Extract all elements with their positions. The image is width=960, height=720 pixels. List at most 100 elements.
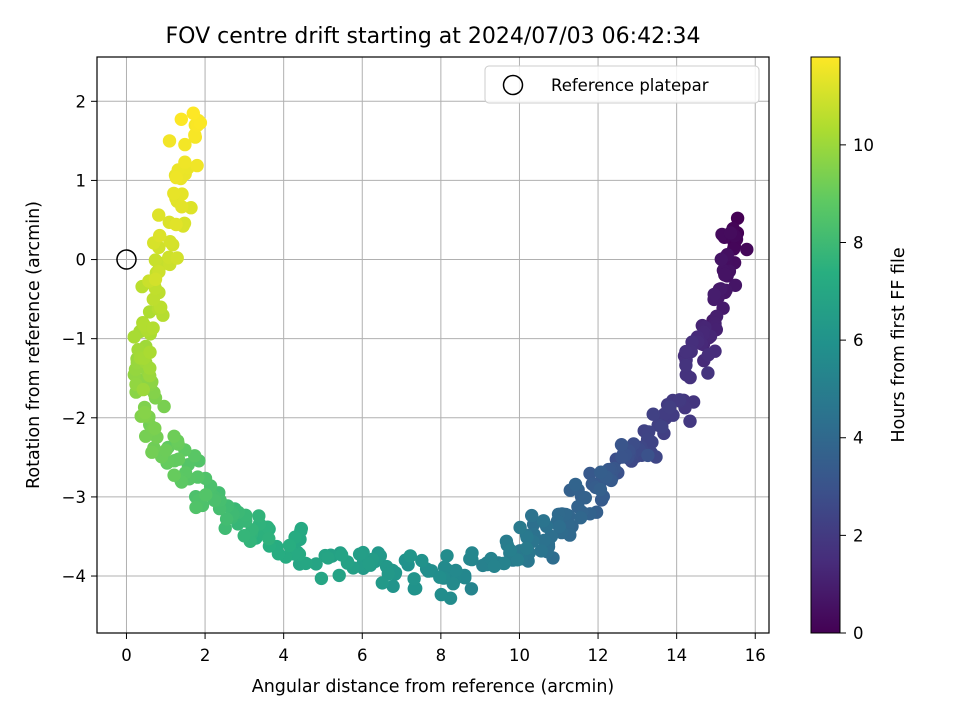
reference-platepar-marker — [116, 249, 137, 270]
y-tick-label: −4 — [62, 567, 86, 586]
scatter-point — [334, 548, 349, 562]
scatter-point — [519, 541, 534, 556]
scatter-point — [332, 568, 346, 583]
scatter-point — [679, 358, 693, 373]
scatter-point — [730, 211, 745, 225]
colorbar-tick-label: 4 — [853, 429, 864, 448]
colorbar-tick-label: 6 — [853, 331, 864, 350]
scatter-point — [178, 137, 192, 152]
scatter-point — [145, 445, 159, 459]
colorbar-tick-label: 10 — [853, 136, 874, 155]
scatter-point — [314, 571, 329, 586]
scatter-point — [679, 344, 693, 359]
scatter-point — [199, 488, 213, 502]
x-axis-label: Angular distance from reference (arcmin) — [252, 677, 615, 697]
scatter-point — [701, 366, 715, 380]
scatter-point — [386, 579, 400, 593]
colorbar-tick-label: 8 — [853, 233, 864, 252]
scatter-point — [520, 530, 534, 545]
scatter-point — [309, 557, 323, 571]
legend-marker-reference — [502, 74, 524, 96]
scatter-point — [362, 557, 376, 571]
reference-marker — [116, 249, 137, 270]
grid-lines — [97, 57, 769, 633]
x-tick-label: 0 — [121, 646, 132, 665]
scatter-point — [237, 529, 251, 543]
y-tick-label: 0 — [76, 251, 87, 270]
scatter-point — [352, 547, 367, 561]
x-tick-label: 2 — [200, 646, 211, 665]
scatter-point — [163, 235, 177, 249]
scatter-point — [157, 399, 171, 414]
scatter-point — [593, 482, 608, 497]
scatter-point — [701, 348, 716, 362]
scatter-point — [321, 551, 335, 565]
colorbar-ticks: 0 2 4 6 8 10 — [840, 136, 874, 643]
plot-frame — [96, 56, 770, 634]
scatter-point — [262, 531, 276, 546]
colorbar — [810, 56, 841, 634]
scatter-point — [714, 252, 728, 266]
scatter-point — [127, 330, 141, 344]
scatter-point — [143, 361, 157, 375]
scatter-point — [167, 429, 181, 443]
scatter-point — [437, 560, 452, 574]
scatter-point — [146, 321, 160, 335]
scatter-point — [162, 134, 177, 148]
scatter-point — [536, 514, 551, 528]
scatter-point — [152, 208, 166, 222]
scatter-point — [465, 546, 479, 560]
scatter-point — [167, 468, 181, 482]
x-tick-label: 4 — [278, 646, 289, 665]
scatter-point — [672, 393, 687, 407]
scatter-point — [169, 170, 183, 185]
scatter-point — [169, 217, 183, 232]
scatter-point — [403, 549, 417, 563]
y-tick-label: 1 — [76, 171, 87, 190]
y-tick-label: −3 — [62, 488, 86, 507]
x-tick-label: 6 — [357, 646, 368, 665]
scatter-point — [178, 155, 192, 169]
scatter-point — [503, 543, 518, 557]
scatter-point — [170, 251, 184, 265]
scatter-point — [189, 500, 203, 515]
scatter-point — [655, 420, 669, 434]
scatter-point — [167, 186, 181, 201]
scatter-point — [568, 477, 583, 492]
scatter-point — [219, 512, 234, 526]
scatter-point — [614, 438, 629, 452]
scatter-point — [464, 582, 479, 596]
x-axis-ticks: 0 2 4 6 8 10 12 14 16 — [121, 633, 766, 665]
scatter-point — [723, 226, 738, 240]
scatter-point — [193, 116, 208, 130]
scatter-point — [513, 520, 527, 535]
legend-box — [484, 65, 760, 104]
scatter-point — [148, 421, 162, 435]
scatter-point — [148, 253, 163, 267]
y-tick-label: 2 — [76, 92, 87, 111]
scatter-point — [415, 553, 429, 568]
scatter-point — [583, 466, 597, 481]
legend: Reference platepar — [484, 65, 760, 104]
scatter-point — [252, 509, 266, 523]
scatter-point — [534, 544, 548, 558]
scatter-point — [186, 106, 200, 120]
chart-title: FOV centre drift starting at 2024/07/03 … — [166, 24, 701, 49]
scatter-point — [375, 576, 389, 590]
y-tick-label: −2 — [62, 409, 86, 428]
scatter-point — [146, 292, 160, 306]
scatter-point — [138, 405, 152, 420]
x-tick-label: 12 — [588, 646, 609, 665]
scatter-point — [440, 549, 454, 563]
scatter-point — [683, 414, 697, 428]
colorbar-label: Hours from first FF file — [889, 247, 909, 442]
scatter-point — [190, 158, 204, 173]
y-axis-ticks: −4 −3 −2 −1 0 1 2 — [62, 92, 97, 586]
scatter-point — [578, 491, 592, 505]
scatter-point — [136, 382, 150, 397]
scatter-point — [552, 519, 566, 534]
x-tick-label: 8 — [436, 646, 447, 665]
scatter-point — [525, 508, 539, 523]
scatter-point — [573, 511, 588, 525]
